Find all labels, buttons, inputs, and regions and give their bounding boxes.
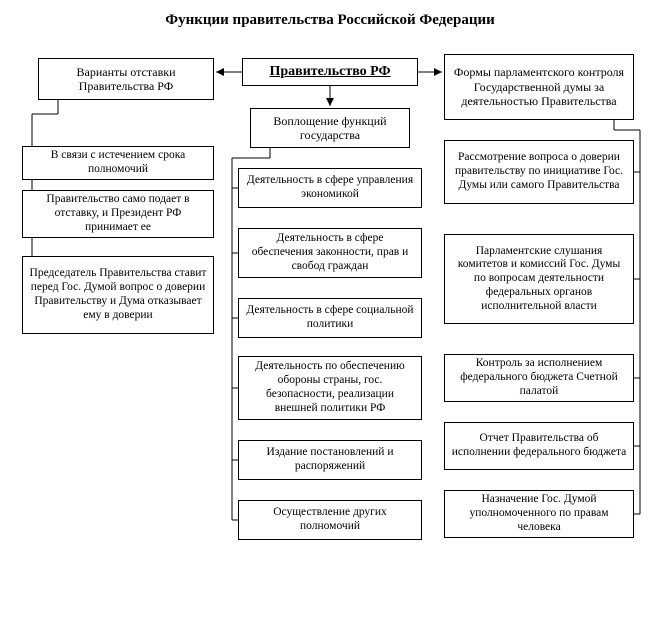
right-item-0: Рассмотрение вопроса о доверии правитель…	[444, 140, 634, 204]
left-item-2: Председатель Правительства ставит перед …	[22, 256, 214, 334]
center-item-0: Деятельность в сфере управления экономик…	[238, 168, 422, 208]
right-item-4: Назначение Гос. Думой уполномоченного по…	[444, 490, 634, 538]
center-item-3: Деятельность по обеспечению обороны стра…	[238, 356, 422, 420]
center-item-2: Деятельность в сфере социальной политики	[238, 298, 422, 338]
right-item-2: Контроль за исполнением федерального бюд…	[444, 354, 634, 402]
left-item-1: Правительство само подает в отставку, и …	[22, 190, 214, 238]
left-column-header: Варианты отставки Правительства РФ	[38, 58, 214, 100]
page-title: Функции правительства Российской Федерац…	[0, 12, 660, 29]
center-sub-header: Воплощение функций государства	[250, 108, 410, 148]
center-item-4: Издание постановлений и распоряжений	[238, 440, 422, 480]
root-node: Правительство РФ	[242, 58, 418, 86]
center-item-1: Деятельность в сфере обеспечения законно…	[238, 228, 422, 278]
diagram-page: Функции правительства Российской Федерац…	[0, 0, 660, 637]
right-item-3: Отчет Правительства об исполнении федера…	[444, 422, 634, 470]
left-item-0: В связи с истечением срока полномочий	[22, 146, 214, 180]
right-item-1: Парламентские слушания комитетов и комис…	[444, 234, 634, 324]
right-column-header: Формы парламентского контроля Государств…	[444, 54, 634, 120]
center-item-5: Осуществление других полномочий	[238, 500, 422, 540]
